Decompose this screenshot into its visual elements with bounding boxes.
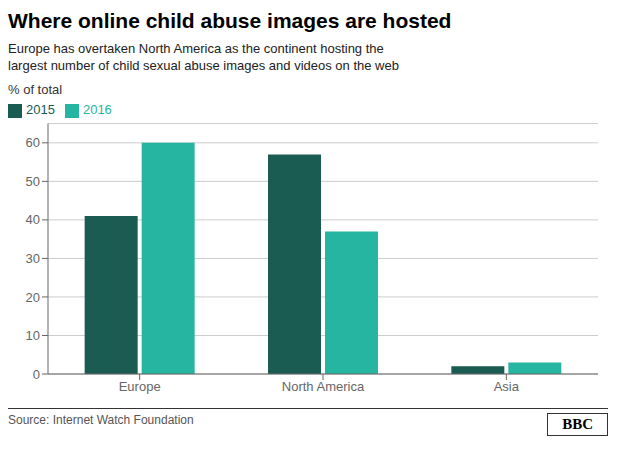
svg-text:10: 10 — [26, 328, 40, 343]
svg-text:30: 30 — [26, 251, 40, 266]
svg-text:60: 60 — [26, 135, 40, 150]
html-text:2015: 2015 — [26, 102, 55, 117]
html-text:BBC: BBC — [562, 416, 593, 432]
svg-text:North America: North America — [282, 379, 365, 394]
svg-text:40: 40 — [26, 212, 40, 227]
svg-text:50: 50 — [26, 174, 40, 189]
html-text:Where online child abuse image: Where online child abuse images are host… — [8, 9, 452, 32]
html-text:largest number of child sexual: largest number of child sexual abuse ima… — [8, 58, 399, 73]
svg-text:Europe: Europe — [119, 379, 161, 394]
svg-text:Asia: Asia — [494, 379, 520, 394]
html-text:% of total: % of total — [8, 82, 63, 97]
html-text:Europe has overtaken North Ame: Europe has overtaken North America as th… — [8, 41, 384, 56]
html-text:2016: 2016 — [82, 102, 112, 117]
svg-text:20: 20 — [26, 290, 40, 305]
svg-text:0: 0 — [33, 367, 40, 382]
html-text:Source: Internet Watch Foundat: Source: Internet Watch Foundation — [8, 413, 194, 427]
